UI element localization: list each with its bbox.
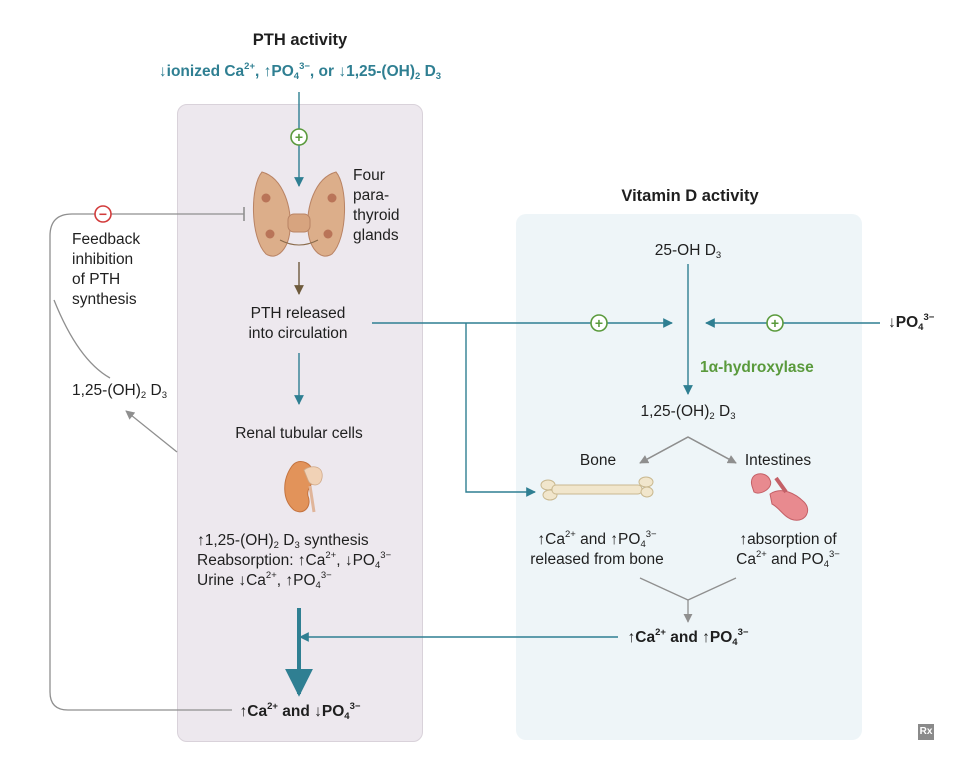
vitamin-d-activity-title: Vitamin D activity [621, 187, 759, 205]
inhibition-sign-feedback: − [94, 205, 112, 223]
effects-merge-lines [639, 577, 737, 601]
product-label: 1,25-(OH)2 D3 [640, 403, 736, 422]
stimulation-sign-phosphate: + [766, 314, 784, 332]
feedback-metabolite-label: 1,25-(OH)2 D3 [72, 382, 167, 401]
intestines-label: Intestines [744, 452, 812, 469]
rx-logo: Rx [918, 724, 934, 740]
renal-to-metabolite-arrow [125, 410, 178, 453]
feedback-label: Feedback inhibition of PTH synthesis [72, 231, 141, 308]
feedback-loop-line [49, 213, 244, 711]
pth-to-bone-arrow [465, 323, 536, 497]
renal-effect-synthesis: ↑1,25-(OH)2 D3 synthesis [197, 532, 369, 551]
glands-label: Four para- thyroid glands [353, 167, 400, 244]
vitamin-d-panel [516, 214, 862, 740]
low-phosphate-label: ↓PO43− [888, 312, 935, 333]
pth-activity-title: PTH activity [252, 31, 348, 49]
bone-label: Bone [579, 452, 617, 469]
hydroxylase-label: 1α-hydroxylase [700, 359, 814, 376]
parathyroid-glands-icon [253, 171, 345, 257]
pth-stimuli: ↓ionized Ca2+, ↑PO43−, or ↓1,25-(OH)2 D3 [158, 61, 442, 82]
precursor-label: 25-OH D3 [654, 242, 722, 261]
stimulation-sign-pth-vitd: + [590, 314, 608, 332]
intestine-effect: ↑absorption of Ca2+ and PO43− [736, 531, 840, 570]
renal-effects: ↑1,25-(OH)2 D3 synthesis Reabsorption: ↑… [197, 531, 391, 591]
kidney-icon [284, 461, 323, 513]
renal-tubular-cells-label: Renal tubular cells [235, 425, 363, 442]
pth-released-label: PTH released into circulation [248, 305, 348, 342]
renal-effect-urine: Urine ↓Ca2+, ↑PO43− [197, 570, 332, 591]
product-split-lines [639, 436, 737, 464]
svg-text:+: + [771, 315, 779, 331]
vitamin-d-outcome: ↑Ca2+ and ↑PO43− [627, 627, 749, 648]
bone-icon [540, 476, 654, 501]
svg-text:+: + [295, 129, 303, 145]
intestines-icon [750, 473, 809, 521]
metabolite-to-loop-line [53, 299, 111, 379]
stimulation-sign-pth: + [290, 128, 308, 146]
bone-effect: ↑Ca2+ and ↑PO43− released from bone [530, 529, 664, 568]
svg-text:−: − [99, 206, 107, 222]
pth-outcome: ↑Ca2+ and ↓PO43− [239, 701, 361, 722]
svg-text:+: + [595, 315, 603, 331]
renal-effect-reabsorption: Reabsorption: ↑Ca2+, ↓PO43− [197, 550, 392, 571]
